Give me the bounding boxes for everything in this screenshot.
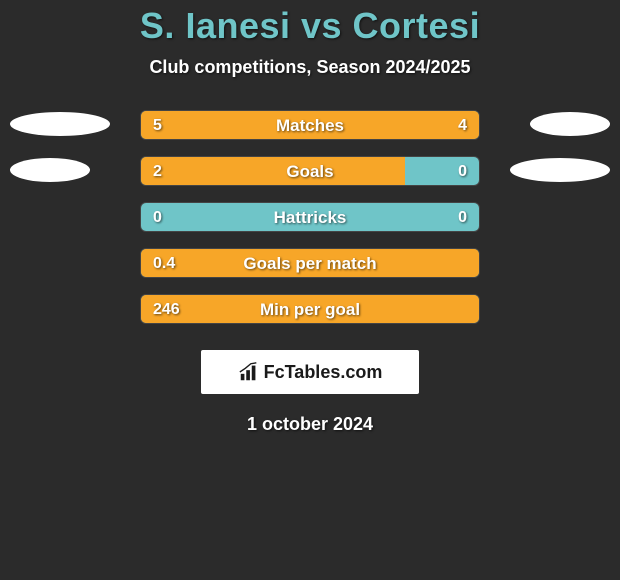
stat-value-left: 5 [153,111,162,140]
player-oval-right [510,158,610,182]
stat-value-left: 246 [153,295,180,324]
stat-row: Goals2 0 [0,156,620,202]
player-oval-left [10,112,110,136]
stat-value-left: 0.4 [153,249,175,278]
stat-bar: Matches5 4 [140,110,480,140]
source-logo: FcTables.com [201,350,419,394]
player-oval-left [10,158,90,182]
stat-bar: Goals per match0.4 [140,248,480,278]
stat-bar: Goals2 0 [140,156,480,186]
stat-bar: Hattricks0 0 [140,202,480,232]
stat-row: Goals per match0.4 [0,248,620,294]
logo-text: FcTables.com [238,361,383,383]
subtitle: Club competitions, Season 2024/2025 [0,57,620,78]
stat-row: Matches5 4 [0,110,620,156]
stat-row: Min per goal246 [0,294,620,340]
stat-label: Hattricks [141,203,479,232]
stats-section: Matches54Goals20Hattricks00Goals per mat… [0,108,620,340]
stat-label: Matches [141,111,479,140]
stat-bar: Min per goal246 [140,294,480,324]
player-oval-right [530,112,610,136]
stat-label: Min per goal [141,295,479,324]
stat-value-left: 0 [153,203,162,232]
stat-row: Hattricks0 0 [0,202,620,248]
comparison-widget: S. Ianesi vs Cortesi Club competitions, … [0,0,620,435]
stat-label: Goals [141,157,479,186]
stat-label: Goals per match [141,249,479,278]
stat-value-right: 0 [458,203,467,232]
page-title: S. Ianesi vs Cortesi [0,5,620,47]
stat-value-left: 2 [153,157,162,186]
stat-value-right: 0 [458,157,467,186]
date-label: 1 october 2024 [0,414,620,435]
stat-value-right: 4 [458,111,467,140]
logo-label: FcTables.com [264,362,383,383]
bar-chart-icon [238,361,260,383]
